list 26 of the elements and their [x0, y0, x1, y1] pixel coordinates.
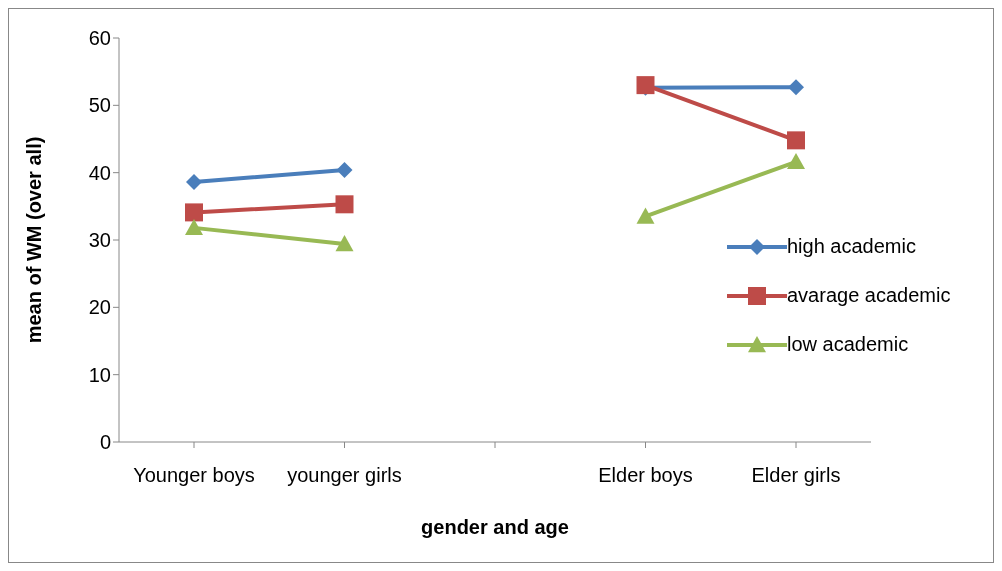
legend-label: high academic	[787, 235, 916, 258]
y-tick-label: 10	[88, 363, 111, 386]
point	[636, 207, 655, 224]
y-tick-label: 60	[88, 27, 111, 50]
x-tick-label: Elder boys	[598, 464, 693, 487]
y-axis-title: mean of WM (over all)	[23, 136, 46, 344]
point	[787, 152, 805, 170]
y-tick-label: 20	[88, 296, 111, 319]
y-tick-label: 50	[88, 94, 111, 117]
point	[335, 195, 354, 214]
y-tick-label: 30	[88, 229, 111, 252]
point	[336, 161, 353, 178]
point	[186, 174, 202, 191]
y-tick-label: 40	[88, 161, 111, 184]
x-tick-label: Elder girls	[751, 464, 841, 487]
legend-label: avarage academic	[787, 284, 951, 307]
point	[788, 79, 804, 96]
point	[335, 235, 354, 252]
legend-label: low academic	[787, 333, 909, 356]
point	[185, 203, 203, 222]
x-tick-label: Younger boys	[133, 464, 255, 487]
y-tick-label: 0	[99, 431, 111, 454]
x-axis-title: gender and age	[421, 516, 569, 538]
x-tick-label: younger girls	[287, 464, 402, 487]
point	[185, 218, 203, 236]
point	[787, 131, 805, 150]
